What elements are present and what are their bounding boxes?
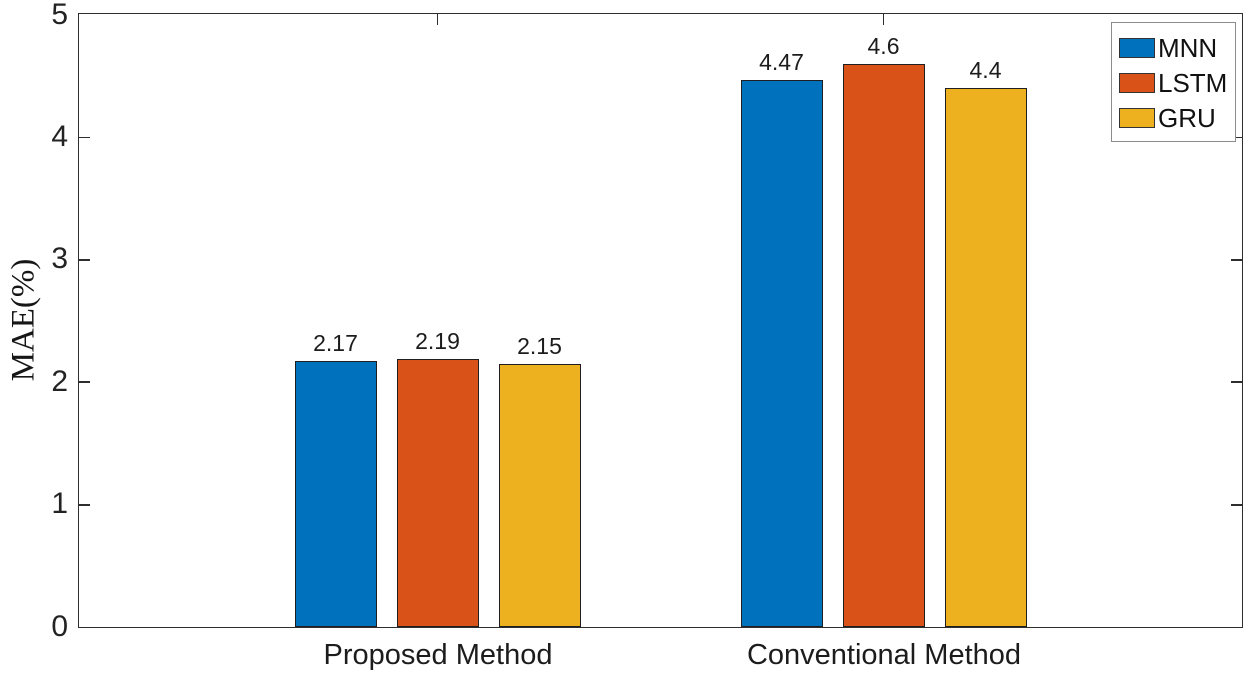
bar-value-label: 2.17	[313, 330, 358, 357]
y-tick-label: 4	[51, 119, 68, 153]
y-tick-label: 0	[51, 609, 68, 643]
bar-value-label: 4.6	[867, 32, 900, 59]
y-tick-mark	[79, 381, 90, 384]
legend-label: GRU	[1158, 102, 1216, 133]
legend-label: LSTM	[1158, 67, 1228, 98]
legend-swatch-lstm	[1119, 72, 1155, 93]
legend-item-mnn: MNN	[1119, 30, 1235, 65]
bar-value-label: 2.19	[415, 327, 460, 354]
y-tick-mark	[79, 503, 90, 506]
bar-gru-proposed-method	[498, 363, 581, 627]
y-tick-mark	[79, 258, 90, 261]
bar-gru-conventional-method	[944, 88, 1027, 627]
legend-item-gru: GRU	[1119, 100, 1235, 135]
y-tick-label: 3	[51, 242, 68, 276]
legend-label: MNN	[1158, 32, 1218, 63]
x-tick-mark	[436, 14, 439, 25]
bar-value-label: 4.47	[759, 48, 804, 75]
legend-swatch-mnn	[1119, 37, 1155, 58]
bar-lstm-conventional-method	[842, 63, 925, 627]
bars-layer: 2.17 2.19 2.15 4.47 4.6 4.4	[79, 14, 1242, 627]
bar-mnn-proposed-method	[294, 361, 377, 627]
plot-area: 2.17 2.19 2.15 4.47 4.6 4.4	[78, 13, 1243, 628]
bar-value-label: 4.4	[969, 57, 1002, 84]
legend-swatch-gru	[1119, 107, 1155, 128]
legend-item-lstm: LSTM	[1119, 65, 1235, 100]
y-tick-label: 1	[51, 487, 68, 521]
y-tick-label: 5	[51, 0, 68, 31]
x-tick-mark	[882, 14, 885, 25]
y-tick-mark	[79, 136, 90, 139]
x-category-label-proposed-method: Proposed Method	[323, 639, 553, 671]
x-category-label-conventional-method: Conventional Method	[746, 639, 1022, 671]
bar-value-label: 2.15	[517, 332, 562, 359]
legend: MNN LSTM GRU	[1111, 22, 1236, 142]
bar-lstm-proposed-method	[396, 358, 479, 627]
y-tick-mark	[1231, 136, 1242, 139]
y-axis-label: MAE(%)	[5, 258, 42, 382]
y-tick-mark	[1231, 503, 1242, 506]
y-tick-label: 2	[51, 364, 68, 398]
y-tick-mark	[1231, 381, 1242, 384]
bar-mnn-conventional-method	[740, 79, 823, 627]
y-tick-mark	[1231, 258, 1242, 261]
